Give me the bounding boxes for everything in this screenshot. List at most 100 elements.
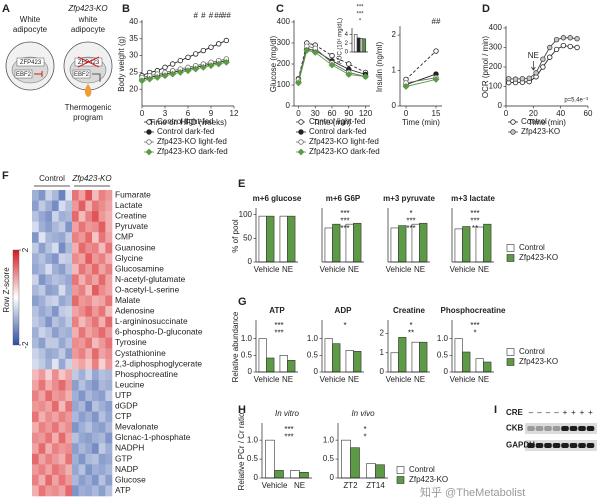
heat-cell xyxy=(78,464,86,476)
y-tick-label: 4 xyxy=(345,32,349,38)
heat-cell xyxy=(85,263,93,275)
y-tick-label: 35 xyxy=(129,34,138,43)
heat-cell xyxy=(38,200,46,212)
heat-cell xyxy=(32,390,39,402)
heat-cell xyxy=(78,274,86,286)
annotation: *** xyxy=(340,209,349,218)
x-tick-label: 60 xyxy=(328,109,337,118)
y-tick-label: 0 xyxy=(248,367,253,376)
y-axis-label: Glucose (mg/dl) xyxy=(269,35,278,92)
heat-cell xyxy=(65,432,73,444)
cell-label: adipocyte xyxy=(13,25,48,34)
marker xyxy=(162,64,168,71)
chart-title: Phosphocreatine xyxy=(441,306,506,315)
heat-cell xyxy=(38,348,46,360)
marker xyxy=(311,49,319,56)
heat-cell xyxy=(105,369,113,381)
row-label: UTP xyxy=(115,390,132,400)
y-tick-label: 0 xyxy=(498,101,503,110)
heat-cell xyxy=(45,211,53,222)
annotation: * xyxy=(343,321,346,330)
heat-cell xyxy=(98,443,106,455)
panel-label: H xyxy=(238,404,246,416)
legend-label: Control xyxy=(519,347,545,356)
heat-cell xyxy=(32,190,39,201)
marker xyxy=(553,37,560,43)
y-tick-label: 20 xyxy=(129,84,138,93)
heat-cell xyxy=(58,263,66,275)
annotation: * xyxy=(409,321,412,330)
x-tick-label: Vehicle xyxy=(386,375,412,384)
heat-cell xyxy=(78,474,86,486)
heat-cell xyxy=(78,453,86,465)
band xyxy=(552,443,561,448)
heat-cell xyxy=(65,443,73,455)
heat-cell xyxy=(38,401,46,412)
heat-cell xyxy=(52,200,59,212)
y-tick-label: 100 xyxy=(277,80,291,89)
marker xyxy=(567,43,573,50)
heat-cell xyxy=(65,369,73,381)
heat-cell xyxy=(98,306,106,317)
heat-cell xyxy=(85,211,93,222)
y-tick-label: 200 xyxy=(277,59,291,68)
heat-cell xyxy=(98,232,106,244)
y-tick-label: 1.0 xyxy=(241,334,253,343)
heat-cell xyxy=(92,379,99,391)
chart-title: ADP xyxy=(335,306,353,315)
legend-swatch xyxy=(506,254,515,262)
heat-cell xyxy=(38,379,46,391)
heat-cell xyxy=(92,306,99,317)
heat-cell xyxy=(52,432,59,444)
row-label: Leucine xyxy=(115,379,145,389)
y-tick-label: 50 xyxy=(243,233,252,242)
series-line xyxy=(141,58,227,78)
marker xyxy=(177,57,184,64)
heat-cell xyxy=(38,453,46,465)
heat-cell xyxy=(52,464,59,476)
band xyxy=(544,443,552,448)
y-tick-label: 25 xyxy=(129,68,138,77)
heat-cell xyxy=(98,358,106,370)
heat-cell xyxy=(58,432,66,444)
legend-marker xyxy=(298,139,304,145)
marker xyxy=(200,47,207,54)
heat-cell xyxy=(98,474,106,486)
x-axis-label: Time on HFD (weeks) xyxy=(149,118,227,127)
heat-cell xyxy=(58,211,66,222)
heat-cell xyxy=(52,379,59,391)
heat-cell xyxy=(58,485,66,497)
annotation: # xyxy=(201,11,206,20)
heat-cell xyxy=(78,348,86,360)
marker xyxy=(560,42,567,49)
heat-cell xyxy=(32,284,39,296)
heat-cell xyxy=(85,464,93,476)
heat-cell xyxy=(72,432,79,444)
heat-cell xyxy=(72,348,79,360)
heat-cell xyxy=(78,411,86,423)
heat-cell xyxy=(105,485,113,497)
heat-cell xyxy=(105,401,113,412)
heat-cell xyxy=(52,453,59,465)
heat-cell xyxy=(85,316,93,328)
heat-cell xyxy=(52,242,59,254)
annotation: ** xyxy=(408,329,414,338)
row-label: CMP xyxy=(115,232,134,242)
heat-cell xyxy=(78,379,86,391)
factor-label: EBF2 xyxy=(74,72,90,78)
heat-cell xyxy=(92,422,99,433)
heat-cell xyxy=(72,190,79,201)
heat-cell xyxy=(45,232,53,244)
y-tick-label: 2 xyxy=(392,30,397,39)
y-tick-label: 300 xyxy=(277,38,291,47)
heat-cell xyxy=(72,443,79,455)
chart-title: m+3 lactate xyxy=(451,194,495,203)
heat-cell xyxy=(72,464,79,476)
heat-cell xyxy=(52,232,59,244)
outcome-label: program xyxy=(73,113,103,122)
heat-cell xyxy=(85,190,93,201)
heat-cell xyxy=(72,242,79,254)
legend-swatch xyxy=(506,348,515,356)
heat-cell xyxy=(98,422,106,433)
heat-cell xyxy=(78,200,86,212)
